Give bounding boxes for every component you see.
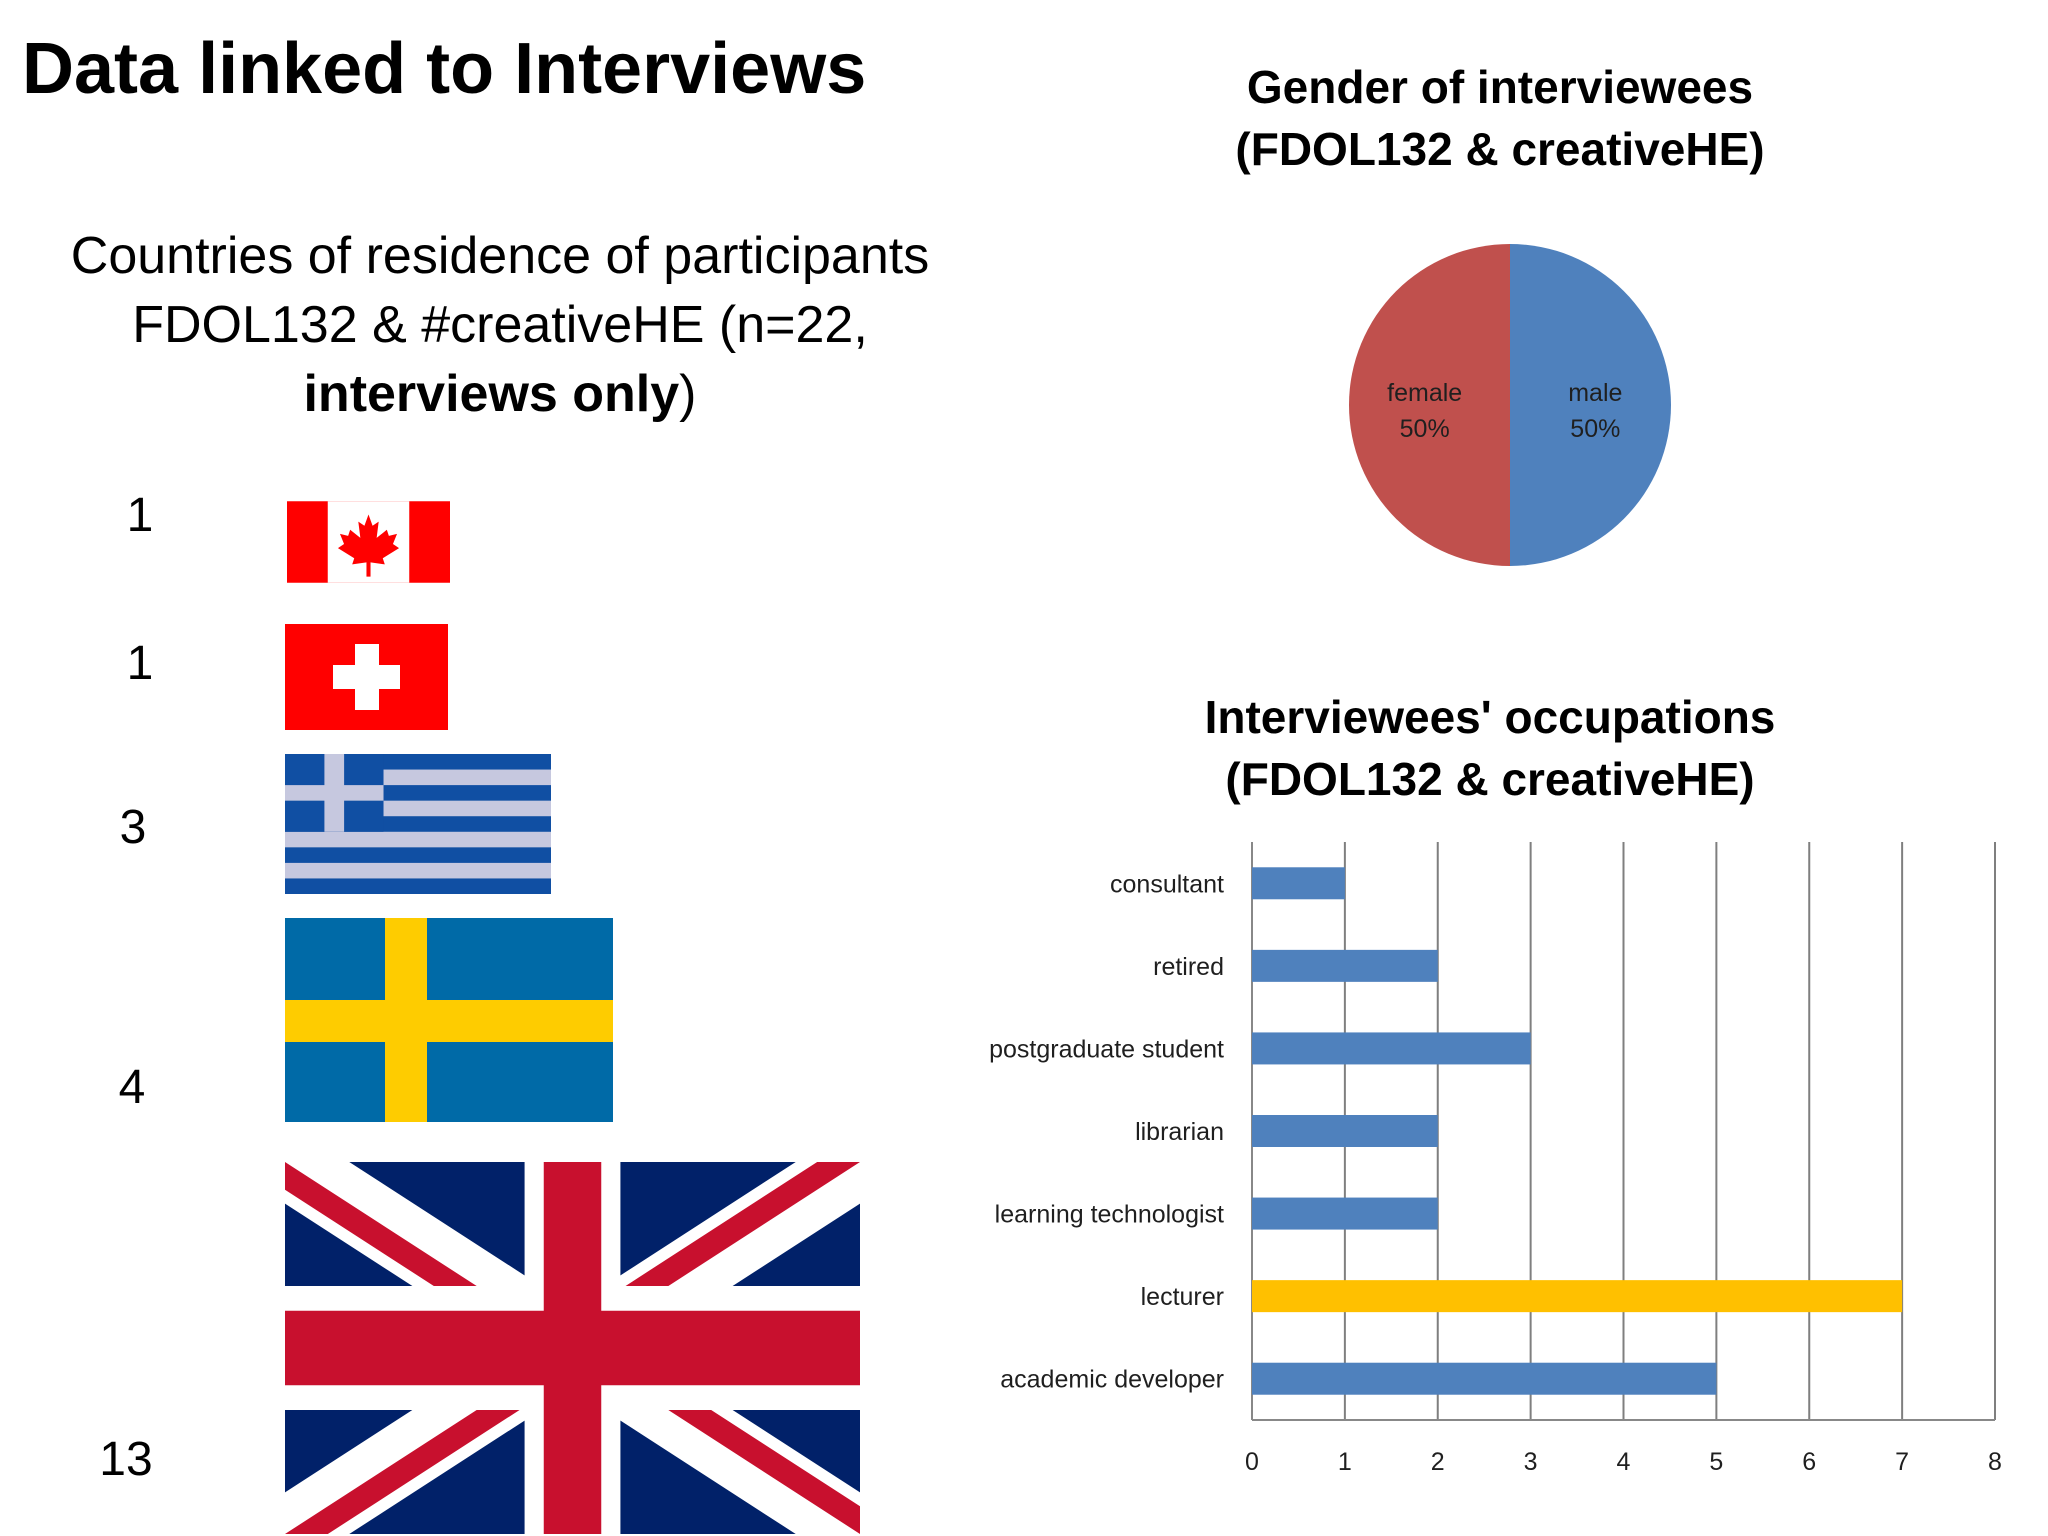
countries-title-line1: Countries of residence of participants bbox=[70, 227, 930, 285]
bar-academic-developer bbox=[1252, 1362, 1717, 1395]
x-tick-label: 1 bbox=[1338, 1448, 1352, 1476]
x-tick-label: 8 bbox=[1988, 1448, 2002, 1476]
count-sweden: 4 bbox=[118, 1061, 146, 1114]
x-tick-label: 4 bbox=[1617, 1448, 1631, 1476]
occupation-bar-chart: 0 1 2 3 4 5 6 7 8 consultant retired postgraduate s… bbox=[989, 842, 2002, 1476]
category-label: consultant bbox=[1110, 870, 1224, 898]
x-tick-label: 3 bbox=[1524, 1448, 1538, 1476]
pie-percent-male: 50% bbox=[1570, 415, 1620, 443]
category-label: lecturer bbox=[1141, 1283, 1224, 1311]
gender-title-line2: (FDOL132 & creativeHE) bbox=[1235, 123, 1765, 175]
bar-lecturer bbox=[1252, 1280, 1903, 1313]
sweden-flag-icon bbox=[285, 918, 613, 1122]
category-label: academic developer bbox=[1000, 1366, 1224, 1394]
pie-label-female: female bbox=[1387, 379, 1462, 407]
bar-retired bbox=[1252, 949, 1438, 982]
countries-title-end: ) bbox=[679, 365, 697, 423]
category-label: learning technologist bbox=[995, 1201, 1224, 1229]
pie-slice-female bbox=[1349, 244, 1510, 566]
x-tick-label: 5 bbox=[1709, 1448, 1723, 1476]
countries-title: Countries of residence of participants F… bbox=[30, 222, 970, 429]
occupation-chart-title: Interviewees' occupations (FDOL132 & cre… bbox=[1160, 686, 1820, 810]
count-uk: 13 bbox=[99, 1433, 153, 1486]
category-label: postgraduate student bbox=[989, 1035, 1224, 1063]
x-tick-label: 2 bbox=[1431, 1448, 1445, 1476]
pie-slice-male bbox=[1510, 244, 1671, 566]
x-tick-label: 7 bbox=[1895, 1448, 1909, 1476]
gender-chart-title: Gender of interviewees (FDOL132 & creati… bbox=[1180, 56, 1820, 180]
count-canada: 1 bbox=[126, 489, 154, 542]
gender-pie-chart: male 50% female 50% bbox=[1349, 244, 1671, 566]
occupation-title-line2: (FDOL132 & creativeHE) bbox=[1225, 753, 1755, 805]
countries-title-bold: interviews only bbox=[303, 365, 680, 423]
bar-learning-technologist bbox=[1252, 1197, 1438, 1230]
slide-title: Data linked to Interviews bbox=[22, 29, 867, 109]
count-greece: 3 bbox=[119, 801, 147, 854]
bar-postgraduate-student bbox=[1252, 1032, 1531, 1065]
countries-title-line2: FDOL132 & #creativeHE (n=22, bbox=[132, 296, 868, 354]
category-label: librarian bbox=[1135, 1118, 1224, 1146]
bar-consultant bbox=[1252, 867, 1345, 900]
canada-flag-icon bbox=[287, 501, 450, 583]
x-tick-label: 0 bbox=[1245, 1448, 1259, 1476]
uk-flag-icon bbox=[285, 1162, 860, 1534]
x-tick-label: 6 bbox=[1802, 1448, 1816, 1476]
pie-label-male: male bbox=[1568, 379, 1622, 407]
occupation-title-line1: Interviewees' occupations bbox=[1204, 691, 1776, 743]
greece-flag-icon bbox=[285, 754, 551, 894]
switzerland-flag-icon bbox=[285, 624, 448, 730]
pie-percent-female: 50% bbox=[1400, 415, 1450, 443]
bar-librarian bbox=[1252, 1115, 1438, 1147]
countries-title-line3: interviews only) bbox=[30, 360, 970, 429]
count-switzerland: 1 bbox=[126, 637, 154, 690]
gender-title-line1: Gender of interviewees bbox=[1246, 61, 1754, 113]
category-label: retired bbox=[1153, 953, 1224, 981]
